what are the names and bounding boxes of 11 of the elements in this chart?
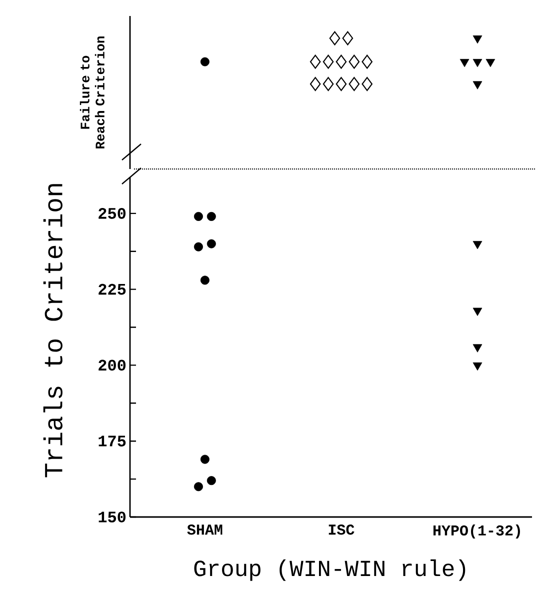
x-tick-label: HYPO(1-32) (433, 524, 520, 539)
y-tick-label: 200 (98, 360, 126, 371)
y-tick-label: 175 (98, 436, 126, 446)
x-tick-label: ISC (328, 524, 354, 535)
x-tick-label: SHAM (187, 524, 222, 535)
y-tick-label: 150 (98, 512, 126, 522)
x-axis-title: Group (WIN-WIN rule) (194, 559, 466, 581)
y-tick-label: 225 (98, 284, 126, 295)
y-tick-label: 250 (98, 208, 126, 219)
y-axis-title: Trials to Criterion (43, 184, 62, 478)
y-axis-title: Failure to Reach Criterion (80, 36, 104, 148)
